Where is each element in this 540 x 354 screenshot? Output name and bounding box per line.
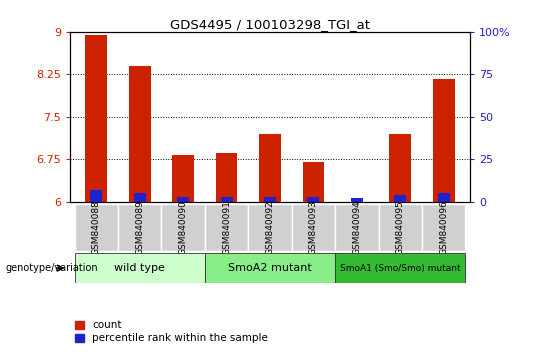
Bar: [389, 134, 411, 202]
Bar: [90, 190, 102, 202]
Bar: [438, 193, 450, 202]
Text: SmoA1 (Smo/Smo) mutant: SmoA1 (Smo/Smo) mutant: [340, 264, 461, 273]
Text: GSM840092: GSM840092: [266, 200, 274, 255]
Text: GSM840088: GSM840088: [92, 200, 101, 255]
Bar: [335, 204, 379, 251]
Bar: [433, 79, 455, 202]
Bar: [85, 35, 107, 202]
Bar: [172, 155, 194, 202]
Title: GDS4495 / 100103298_TGI_at: GDS4495 / 100103298_TGI_at: [170, 18, 370, 31]
Bar: [259, 134, 281, 202]
Text: GSM840094: GSM840094: [353, 200, 361, 255]
Bar: [75, 204, 118, 251]
Bar: [264, 197, 276, 202]
Bar: [177, 197, 189, 202]
Bar: [351, 198, 363, 202]
Bar: [129, 66, 151, 202]
Text: genotype/variation: genotype/variation: [5, 263, 98, 273]
Bar: [307, 197, 319, 202]
Bar: [335, 253, 465, 283]
Bar: [221, 197, 233, 202]
Bar: [205, 253, 335, 283]
Bar: [205, 204, 248, 251]
Text: GSM840095: GSM840095: [396, 200, 405, 255]
Text: GSM840089: GSM840089: [135, 200, 144, 255]
Text: GSM840090: GSM840090: [179, 200, 187, 255]
Text: SmoA2 mutant: SmoA2 mutant: [228, 263, 312, 273]
Bar: [379, 204, 422, 251]
Text: GSM840096: GSM840096: [439, 200, 448, 255]
Bar: [302, 162, 325, 202]
Text: GSM840091: GSM840091: [222, 200, 231, 255]
Bar: [394, 195, 406, 202]
Bar: [118, 204, 161, 251]
Bar: [134, 193, 146, 202]
Bar: [248, 204, 292, 251]
Bar: [292, 204, 335, 251]
Legend: count, percentile rank within the sample: count, percentile rank within the sample: [76, 320, 268, 343]
Bar: [75, 253, 205, 283]
Text: GSM840093: GSM840093: [309, 200, 318, 255]
Bar: [215, 153, 238, 202]
Bar: [422, 204, 465, 251]
Bar: [161, 204, 205, 251]
Text: wild type: wild type: [114, 263, 165, 273]
